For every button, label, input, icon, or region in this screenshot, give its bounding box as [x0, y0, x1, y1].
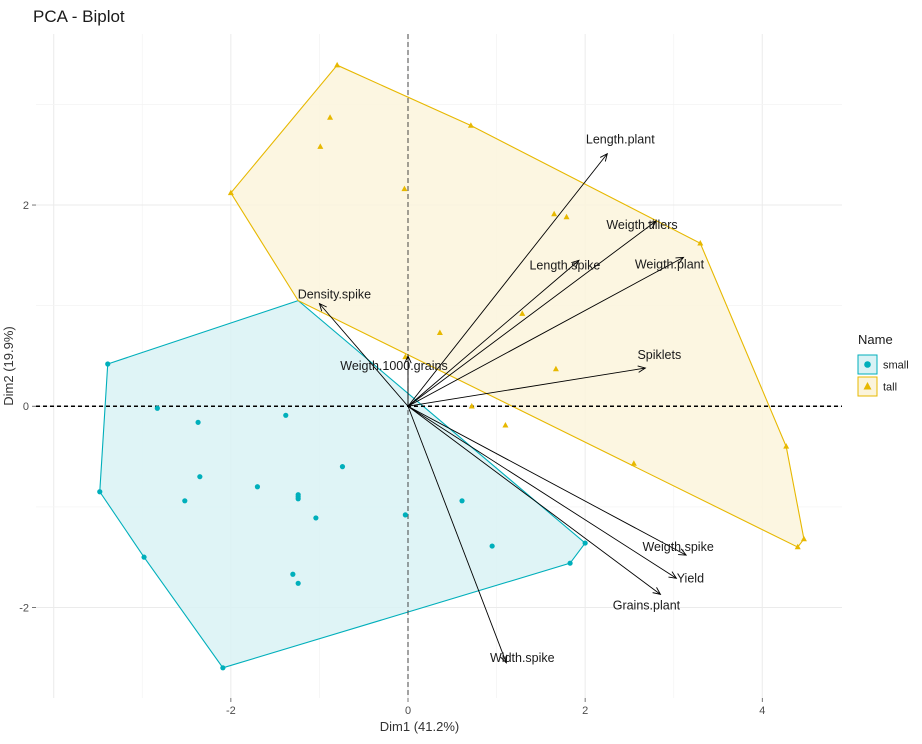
point-tall	[227, 189, 234, 196]
hull-small	[99, 299, 586, 669]
point-small	[339, 464, 346, 470]
x-axis-title: Dim1 (41.2%)	[380, 719, 459, 734]
point-tall	[436, 329, 443, 335]
arrow-Weigth.plant	[407, 256, 684, 407]
point-small	[220, 665, 226, 671]
arrow-Weigth.tillers	[407, 220, 657, 407]
point-tall	[551, 210, 558, 217]
arrow-Density.spike	[319, 303, 409, 407]
point-tall	[552, 365, 559, 372]
variable-label-Weigth.tillers: Weigth.tillers	[606, 218, 677, 232]
arrowhead-Density.spike	[318, 302, 327, 312]
arrow-Width.spike	[407, 406, 507, 663]
point-small	[197, 474, 203, 480]
point-tall	[794, 543, 801, 550]
point-tall	[334, 61, 341, 68]
variable-label-Weigth.spike: Weigth.spike	[642, 540, 713, 554]
point-small	[290, 571, 296, 577]
point-small	[254, 484, 261, 490]
arrowhead-Weigth.1000.grains	[404, 354, 412, 364]
y-tick-label: 2	[23, 200, 29, 212]
x-tick-label: -2	[226, 705, 236, 717]
axis-ticks: -2 0 2 4 -2 0 2	[19, 200, 765, 717]
point-small	[459, 498, 465, 504]
point-tall	[630, 460, 637, 466]
arrow-Spiklets	[407, 367, 646, 407]
variable-label-Grains.plant: Grains.plant	[613, 598, 681, 612]
variable-arrows: Length.plant Weigth.tillers Length.spike We…	[298, 133, 714, 665]
point-small	[489, 543, 495, 549]
legend: Name small tall	[857, 332, 909, 397]
point-tall	[401, 185, 408, 192]
point-small	[182, 498, 188, 504]
point-small	[295, 496, 301, 502]
data-points	[97, 61, 807, 671]
arrow-Yield	[407, 405, 677, 579]
arrow-Length.plant	[407, 153, 608, 407]
point-small	[295, 580, 301, 586]
arrowhead-Spiklets	[637, 365, 647, 373]
point-tall	[467, 122, 474, 128]
arrowhead-Yield	[668, 571, 678, 579]
variable-label-Spiklets: Spiklets	[637, 348, 681, 362]
arrow-Grains.plant	[407, 405, 661, 595]
point-small	[582, 540, 588, 546]
arrowhead-Grains.plant	[652, 587, 662, 596]
arrowhead-Weigth.tillers	[648, 220, 657, 229]
point-small	[402, 512, 408, 518]
point-small	[313, 515, 319, 521]
point-tall	[519, 310, 526, 316]
arrowhead-Weigth.spike	[678, 548, 688, 556]
variable-label-Length.spike: Length.spike	[529, 258, 600, 272]
y-tick-label: -2	[19, 602, 29, 614]
legend-marker-small	[864, 361, 871, 368]
point-small	[283, 412, 289, 418]
variable-label-Weigth.plant: Weigth.plant	[635, 257, 705, 271]
y-axis-title: Dim2 (19.9%)	[1, 326, 16, 405]
chart-title: PCA - Biplot	[33, 7, 125, 26]
point-tall	[800, 535, 807, 542]
y-tick-label: 0	[23, 401, 29, 413]
point-small	[154, 405, 160, 411]
point-tall	[327, 114, 334, 120]
point-small	[195, 419, 201, 425]
legend-title: Name	[858, 332, 893, 347]
arrow-Length.spike	[407, 260, 580, 407]
variable-label-Length.plant: Length.plant	[586, 133, 655, 147]
arrowhead-Width.spike	[500, 654, 508, 664]
point-tall	[563, 213, 570, 220]
arrow-Weigth.spike	[407, 405, 687, 556]
x-tick-label: 0	[405, 705, 411, 717]
point-small	[97, 489, 103, 495]
legend-label-small: small	[883, 360, 909, 372]
point-small	[141, 554, 147, 560]
arrowhead-Length.plant	[599, 152, 608, 162]
variable-label-Density.spike: Density.spike	[298, 288, 371, 302]
point-tall	[468, 402, 475, 409]
legend-marker-tall	[863, 382, 872, 390]
point-small	[105, 361, 111, 367]
legend-label-tall: tall	[883, 382, 897, 394]
variable-label-Width.spike: Width.spike	[490, 651, 555, 665]
x-tick-label: 2	[582, 705, 588, 717]
variable-label-Yield: Yield	[677, 571, 704, 585]
point-tall	[783, 443, 790, 449]
point-small	[567, 560, 573, 566]
point-tall	[502, 422, 509, 428]
point-tall	[317, 143, 324, 149]
variable-label-Weigth.1000.grains: Weigth.1000.grains	[340, 359, 447, 373]
arrowhead-Weigth.plant	[675, 256, 685, 264]
point-tall	[697, 239, 704, 246]
x-tick-label: 4	[759, 705, 765, 717]
arrowhead-Length.spike	[571, 259, 580, 268]
